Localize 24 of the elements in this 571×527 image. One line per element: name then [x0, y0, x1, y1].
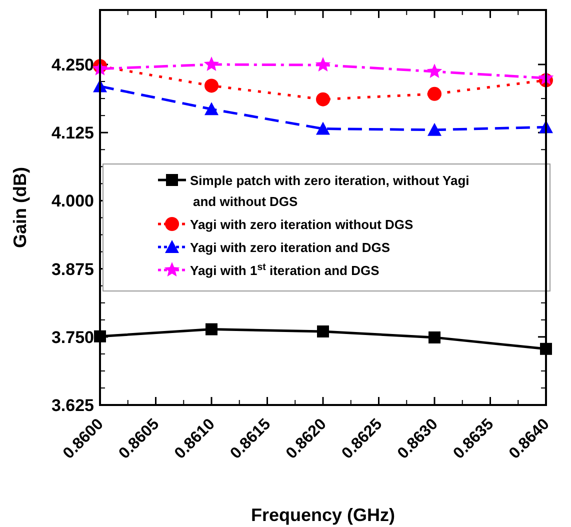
legend-label: Yagi with zero iteration and DGS	[190, 240, 390, 255]
point	[317, 325, 329, 338]
point	[204, 56, 220, 71]
y-tick-label: 4.125	[51, 124, 94, 143]
point	[428, 331, 440, 344]
point	[316, 122, 330, 135]
point	[428, 86, 442, 101]
point	[315, 57, 331, 72]
point	[426, 64, 442, 78]
point	[204, 102, 218, 116]
legend-label: Yagi with zero iteration without DGS	[190, 217, 414, 232]
y-tick-label: 4.000	[51, 192, 94, 211]
point	[316, 92, 330, 106]
x-axis-title: Frequency (GHz)	[250, 505, 396, 525]
point	[206, 323, 218, 336]
y-tick-label: 3.625	[51, 396, 94, 415]
y-axis-title: Gain (dB)	[10, 167, 30, 248]
y-tick-label: 3.875	[51, 260, 94, 279]
point	[204, 78, 218, 93]
legend-label: Simple patch with zero iteration, without Yagi and without DGS	[190, 173, 470, 209]
point	[428, 122, 442, 136]
y-tick-label: 4.250	[51, 55, 94, 74]
y-tick-label: 3.750	[51, 328, 94, 347]
legend-label: Yagi with 1$^{st}$ iteration and DGS	[190, 262, 380, 278]
